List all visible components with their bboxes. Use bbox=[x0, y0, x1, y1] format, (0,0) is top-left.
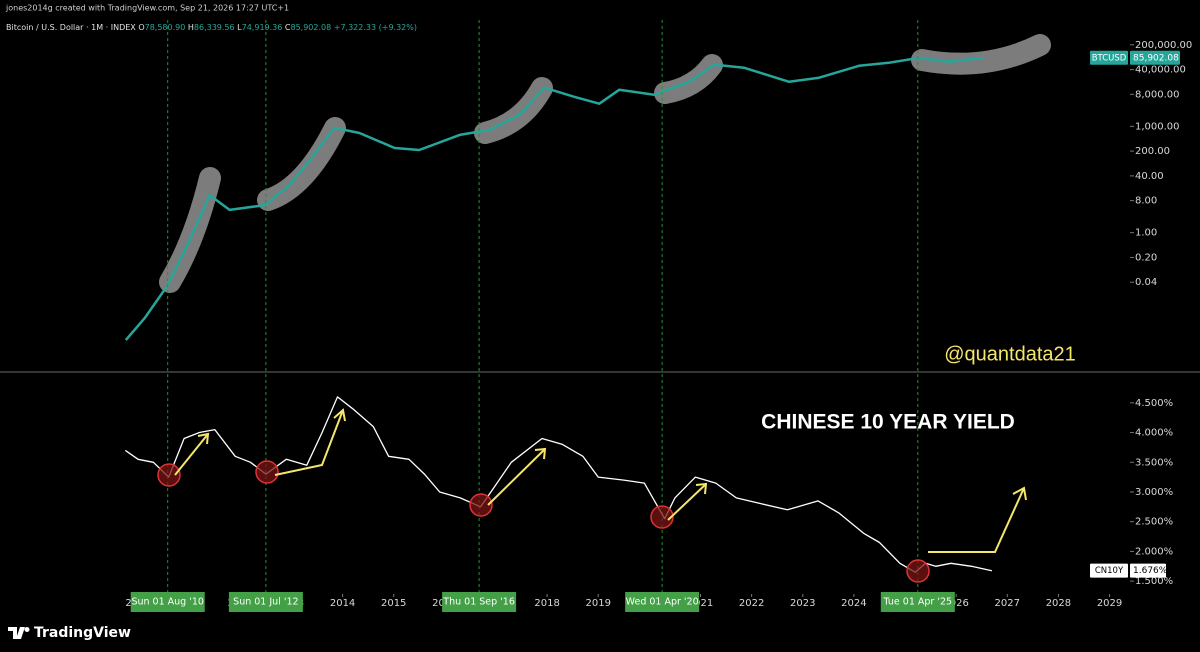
date-box bbox=[442, 592, 517, 612]
y-tick-label: 1,000.00 bbox=[1135, 121, 1180, 132]
change: +7,322.33 (+9.32%) bbox=[334, 23, 417, 32]
arrow bbox=[928, 487, 1025, 553]
highlight bbox=[911, 34, 1051, 75]
logo bbox=[8, 627, 30, 639]
pane-annotation: CHINESE 10 YEAR YIELD bbox=[761, 411, 1015, 434]
ohlc-key: O bbox=[138, 23, 144, 32]
date-box-label: Sun 01 Jul '12 bbox=[233, 597, 298, 608]
brand: TradingView bbox=[34, 625, 131, 641]
date-box bbox=[130, 592, 205, 612]
x-tick-label: 2021 bbox=[688, 598, 713, 609]
date-box-label: Sun 01 Aug '10 bbox=[131, 597, 203, 608]
y-tick-label: 4.000% bbox=[1135, 428, 1173, 439]
symbol-title: Bitcoin / U.S. Dollar · 1M · INDEX bbox=[6, 23, 136, 32]
y-tick-label: 0.04 bbox=[1135, 277, 1157, 288]
x-tick-label: 2018 bbox=[534, 598, 559, 609]
x-tick-label: 2014 bbox=[330, 598, 355, 609]
highlight-circle bbox=[469, 493, 493, 517]
ohlc-value: 78,580.90 bbox=[145, 23, 186, 32]
y-tick-label: 3.000% bbox=[1135, 487, 1173, 498]
date-box bbox=[880, 592, 955, 612]
arrow-head bbox=[333, 408, 346, 422]
x-tick-label: 2022 bbox=[739, 598, 764, 609]
arrow bbox=[274, 409, 344, 476]
y-tick-label: 8,000.00 bbox=[1135, 89, 1180, 100]
symbol-tag bbox=[1090, 563, 1128, 578]
arrow bbox=[667, 483, 707, 521]
last-value-label: 1.676% bbox=[1133, 566, 1168, 576]
ohlc-key: L bbox=[237, 23, 242, 32]
x-tick-label: 2019 bbox=[586, 598, 611, 609]
series-line bbox=[124, 396, 993, 573]
y-tick-label: 40.00 bbox=[1135, 171, 1164, 182]
y-tick-label: 200,000.00 bbox=[1135, 40, 1192, 51]
last-value-tag bbox=[1130, 50, 1180, 65]
y-tick-label: 2.500% bbox=[1135, 517, 1173, 528]
yield-annotations bbox=[157, 408, 1027, 583]
ohlc-value: 74,919.36 bbox=[242, 23, 283, 32]
symbol-tag-label: BTCUSD bbox=[1092, 53, 1127, 63]
arrow-head bbox=[695, 482, 708, 495]
date-box bbox=[625, 592, 700, 612]
x-tick-label: 2026 bbox=[943, 598, 968, 609]
series-line bbox=[124, 56, 984, 341]
y-tick-label: 4.500% bbox=[1135, 398, 1173, 409]
x-tick-label: 2029 bbox=[1097, 598, 1122, 609]
highlight-circle bbox=[650, 505, 674, 529]
highlight-circle bbox=[906, 559, 930, 583]
ohlc-key: H bbox=[188, 23, 194, 32]
arrow bbox=[174, 433, 209, 476]
ohlc-value: 85,902.08 bbox=[290, 23, 331, 32]
arrow-head bbox=[534, 447, 547, 460]
y-tick-label: 1.500% bbox=[1135, 576, 1173, 587]
last-value-label: 85,902.08 bbox=[1133, 53, 1179, 63]
x-tick-label: 2015 bbox=[381, 598, 406, 609]
arrow-head bbox=[1012, 486, 1027, 501]
date-box-label: Wed 01 Apr '20 bbox=[626, 597, 699, 608]
x-tick-label: 2027 bbox=[995, 598, 1020, 609]
header-text: jones2014g created with TradingView.com,… bbox=[5, 4, 289, 13]
ohlc-value: 86,339.56 bbox=[194, 23, 235, 32]
y-tick-label: 1.00 bbox=[1135, 228, 1157, 239]
symbol-legend: Bitcoin / U.S. Dollar · 1M · INDEX O78,5… bbox=[6, 23, 417, 32]
y-tick-label: 200.00 bbox=[1135, 146, 1170, 157]
watermark: @quantdata21 bbox=[944, 343, 1076, 365]
arrow-head bbox=[197, 432, 210, 445]
symbol-tag-label: CN10Y bbox=[1095, 566, 1124, 576]
y-tick-label: 3.500% bbox=[1135, 457, 1173, 468]
date-box bbox=[228, 592, 303, 612]
date-box-label: Tue 01 Apr '25 bbox=[883, 597, 953, 608]
arrow bbox=[487, 448, 546, 506]
y-tick-label: 2.000% bbox=[1135, 546, 1173, 557]
symbol-tag bbox=[1090, 50, 1128, 65]
x-tick-label: 2028 bbox=[1046, 598, 1071, 609]
date-box-label: Thu 01 Sep '16 bbox=[442, 597, 515, 608]
footer-bar bbox=[0, 616, 1200, 652]
y-tick-label: 40,000.00 bbox=[1135, 65, 1186, 76]
ohlc-key: C bbox=[285, 23, 291, 32]
highlight-circle bbox=[255, 460, 279, 484]
y-tick-label: 0.20 bbox=[1135, 252, 1157, 263]
x-tick-label: 2024 bbox=[841, 598, 866, 609]
y-tick-label: 8.00 bbox=[1135, 196, 1157, 207]
highlight-circle bbox=[157, 463, 181, 487]
x-tick-label: 2023 bbox=[790, 598, 815, 609]
last-value-tag bbox=[1130, 563, 1166, 578]
